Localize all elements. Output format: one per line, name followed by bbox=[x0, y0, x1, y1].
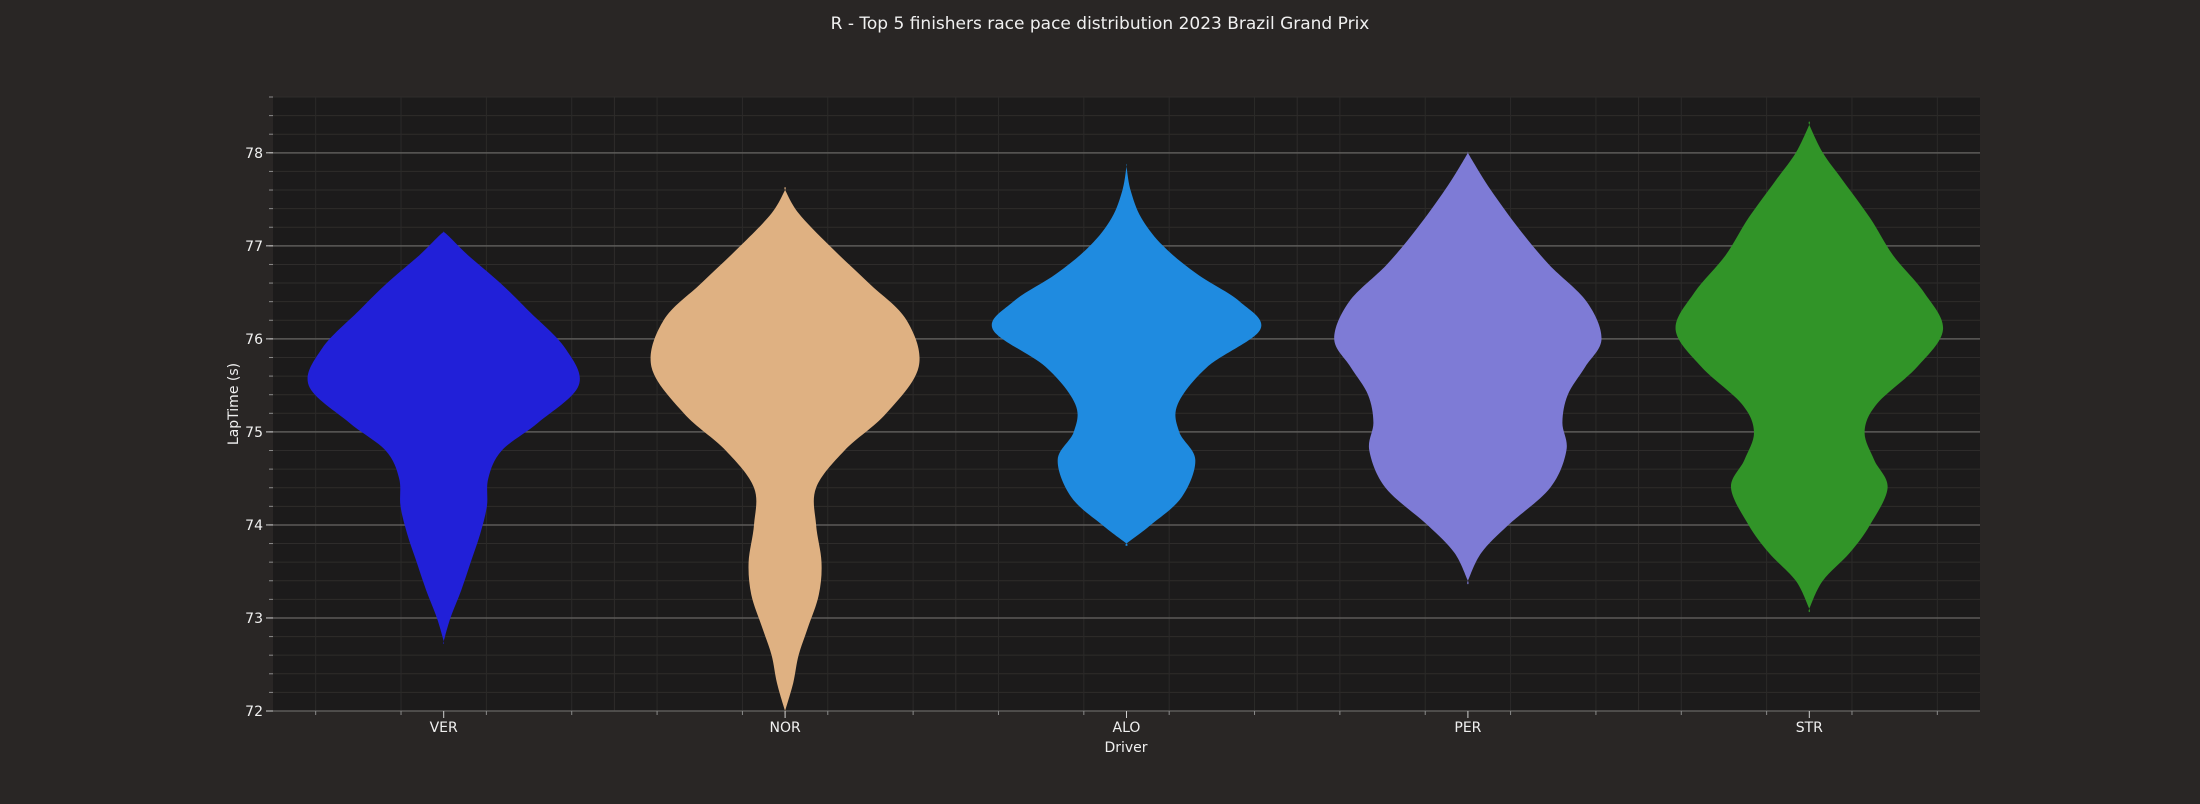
y-tick-label: 77 bbox=[245, 239, 263, 255]
y-tick-label: 78 bbox=[245, 146, 263, 162]
y-tick-label: 74 bbox=[245, 518, 263, 534]
x-tick-label: NOR bbox=[769, 720, 800, 736]
y-tick-label: 73 bbox=[245, 611, 263, 627]
violin-series-group bbox=[307, 121, 1944, 715]
axes: 72 73 74 75 76 77 78 VER NOR ALO PER STR bbox=[245, 96, 1938, 736]
x-tick-label: PER bbox=[1454, 720, 1481, 736]
x-tick-label: VER bbox=[430, 720, 458, 736]
chart-title: R - Top 5 finishers race pace distributi… bbox=[831, 14, 1370, 34]
y-axis-label: LapTime (s) bbox=[226, 363, 242, 445]
x-axis-label: Driver bbox=[1104, 740, 1147, 756]
violin-str bbox=[1675, 121, 1944, 613]
x-tick-label: ALO bbox=[1113, 720, 1141, 736]
violin-per bbox=[1334, 151, 1602, 585]
violin-nor bbox=[650, 187, 920, 715]
x-tick-label: STR bbox=[1796, 720, 1823, 736]
y-tick-label: 72 bbox=[245, 704, 263, 720]
y-tick-label: 75 bbox=[245, 425, 263, 441]
violin-alo bbox=[991, 163, 1262, 546]
y-tick-label: 76 bbox=[245, 332, 263, 348]
violin-ver bbox=[307, 231, 580, 645]
